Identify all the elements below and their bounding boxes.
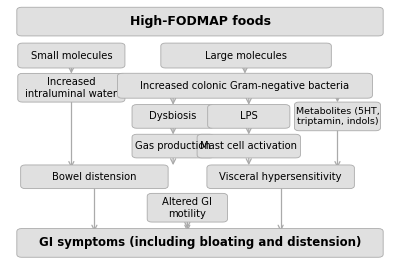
Text: Increased
intraluminal water: Increased intraluminal water [25,77,117,99]
Text: Dysbiosis: Dysbiosis [150,111,197,121]
Text: Metabolites (5HT,
triptamin, indols): Metabolites (5HT, triptamin, indols) [296,107,379,126]
FancyBboxPatch shape [197,134,300,158]
Text: Altered GI
motility: Altered GI motility [162,197,212,219]
FancyBboxPatch shape [132,134,214,158]
FancyBboxPatch shape [207,165,354,189]
FancyBboxPatch shape [17,228,383,257]
Text: Visceral hypersensitivity: Visceral hypersensitivity [219,172,342,182]
FancyBboxPatch shape [118,73,372,98]
FancyBboxPatch shape [294,102,380,131]
Text: Increased colonic Gram-negative bacteria: Increased colonic Gram-negative bacteria [140,81,350,91]
FancyBboxPatch shape [17,7,383,36]
FancyBboxPatch shape [161,43,331,68]
Text: Gas production: Gas production [135,141,211,151]
Text: Bowel distension: Bowel distension [52,172,137,182]
FancyBboxPatch shape [147,193,228,222]
Text: Large molecules: Large molecules [205,51,287,61]
FancyBboxPatch shape [132,105,214,128]
Text: Mast cell activation: Mast cell activation [200,141,297,151]
FancyBboxPatch shape [21,165,168,189]
FancyBboxPatch shape [208,105,290,128]
Text: GI symptoms (including bloating and distension): GI symptoms (including bloating and dist… [39,236,361,249]
Text: LPS: LPS [240,111,258,121]
FancyBboxPatch shape [18,43,125,68]
Text: Small molecules: Small molecules [30,51,112,61]
FancyBboxPatch shape [18,73,125,102]
Text: High-FODMAP foods: High-FODMAP foods [130,15,270,28]
